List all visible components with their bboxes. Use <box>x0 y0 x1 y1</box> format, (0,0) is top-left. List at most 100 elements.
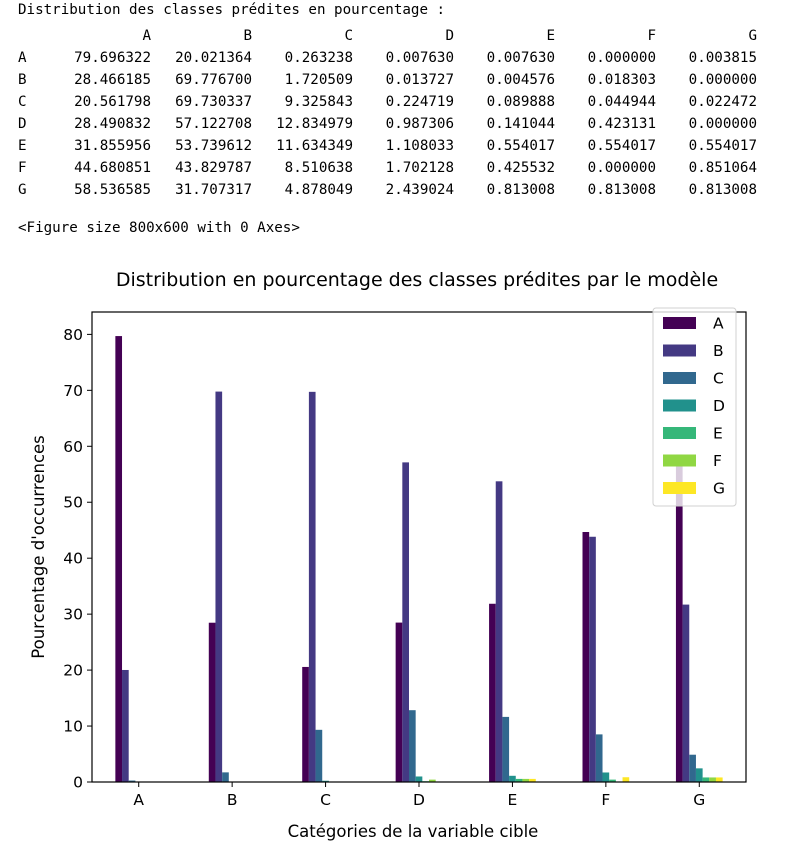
bar <box>415 776 423 782</box>
column-header: D <box>445 28 454 44</box>
table-cell: 57.122708 <box>175 116 252 132</box>
bar <box>515 778 523 782</box>
table-row: C 20.561798 69.730337 9.325843 0.224719 0.089… <box>10 91 757 113</box>
table-row: A 79.696322 20.021364 0.263238 0.007630 0.007… <box>10 47 757 69</box>
y-axis: 0 10 20 30 40 50 60 70 80 <box>63 326 92 792</box>
table-row: G 58.536585 31.707317 4.878049 2.439024 0.813… <box>10 179 757 201</box>
bar <box>582 532 590 782</box>
table-cell: 0.554017 <box>587 138 656 154</box>
table-cell: 0.813008 <box>587 182 656 198</box>
x-tick-label: A <box>133 791 144 809</box>
column-header: A <box>142 28 151 44</box>
figure-size-line: <Figure size 800x600 with 0 Axes> <box>18 220 300 236</box>
table-row: E 31.855956 53.739612 11.634349 1.108033 0.55… <box>10 135 757 157</box>
bar <box>502 716 510 782</box>
legend-label: G <box>713 480 725 498</box>
y-tick-label: 80 <box>63 326 83 344</box>
table-cell: 0.089888 <box>486 94 555 110</box>
bar <box>529 778 536 782</box>
table-cell: 11.634349 <box>276 138 353 154</box>
bar <box>115 336 123 782</box>
column-header: B <box>243 28 252 44</box>
table-cell: 0.007630 <box>486 50 555 66</box>
table-cell: 0.554017 <box>486 138 555 154</box>
table-cell: 0.263238 <box>284 50 353 66</box>
table-body: A 79.696322 20.021364 0.263238 0.007630 0.007… <box>10 47 757 201</box>
table-cell: 0.987306 <box>385 116 454 132</box>
x-tick-label: E <box>508 791 518 809</box>
bar <box>322 780 329 782</box>
y-tick-label: 50 <box>63 494 83 512</box>
table-cell: 28.490832 <box>74 116 151 132</box>
legend-swatch <box>663 344 696 357</box>
bar <box>128 780 136 782</box>
legend-label: E <box>713 425 723 443</box>
table-cell: 0.044944 <box>587 94 656 110</box>
bar <box>522 778 530 782</box>
distribution-table: A B C D E F G A 79.696322 20.021364 0.26323… <box>10 25 757 201</box>
table-row: F 44.680851 43.829787 8.510638 1.702128 0.425… <box>10 157 757 179</box>
table-cell: 0.224719 <box>385 94 454 110</box>
row-index: G <box>18 182 27 198</box>
x-axis-label: Catégories de la variable cible <box>288 822 539 841</box>
table-cell: 0.004576 <box>486 72 555 88</box>
table-cell: 0.013727 <box>385 72 454 88</box>
bar <box>709 777 716 782</box>
row-index: A <box>18 50 27 66</box>
y-tick-label: 30 <box>63 606 83 624</box>
table-cell: 0.851064 <box>688 160 757 176</box>
table-cell: 1.702128 <box>385 160 454 176</box>
bar <box>302 666 309 782</box>
table-cell: 0.018303 <box>587 72 656 88</box>
bar <box>509 775 516 782</box>
table-cell: 69.730337 <box>175 94 252 110</box>
legend-label: B <box>713 342 724 360</box>
column-header: G <box>748 28 757 44</box>
legend-label: D <box>713 397 725 415</box>
bar <box>495 481 503 782</box>
bar <box>602 772 610 782</box>
table-cell: 0.000000 <box>587 50 656 66</box>
bar <box>702 777 710 782</box>
table-cell: 9.325843 <box>284 94 353 110</box>
bar <box>622 777 630 782</box>
legend-label: A <box>713 315 724 333</box>
table-cell: 2.439024 <box>385 182 454 198</box>
table-cell: 79.696322 <box>74 50 151 66</box>
table-cell: 31.707317 <box>175 182 252 198</box>
bar <box>408 710 416 782</box>
bar <box>589 536 596 782</box>
table-cell: 0.022472 <box>688 94 757 110</box>
table-cell: 20.561798 <box>74 94 151 110</box>
y-tick-label: 20 <box>63 662 83 680</box>
table-cell: 28.466185 <box>74 72 151 88</box>
table-cell: 0.813008 <box>688 182 757 198</box>
x-tick-label: G <box>693 791 705 809</box>
x-tick-label: C <box>320 791 331 809</box>
table-cell: 20.021364 <box>175 50 252 66</box>
legend-swatch <box>663 317 696 329</box>
table-cell: 0.000000 <box>587 160 656 176</box>
output-heading: Distribution des classes prédites en pou… <box>18 2 446 18</box>
row-index: B <box>18 72 27 88</box>
legend-swatch <box>663 427 696 439</box>
bar <box>689 754 696 782</box>
table-cell: 44.680851 <box>74 160 151 176</box>
bar <box>715 777 723 782</box>
bar <box>402 462 409 782</box>
bar <box>122 669 129 782</box>
notebook-output: Distribution des classes prédites en pou… <box>0 0 792 250</box>
chart-title: Distribution en pourcentage des classes … <box>116 269 718 291</box>
table-cell: 12.834979 <box>276 116 353 132</box>
plot-frame <box>91 311 747 783</box>
y-tick-label: 10 <box>63 718 83 736</box>
column-header: E <box>546 28 555 44</box>
table-row: D 28.490832 57.122708 12.834979 0.987306 0.14… <box>10 113 757 135</box>
legend-swatch <box>663 372 696 384</box>
y-tick-label: 40 <box>63 550 83 568</box>
table-header-row: A B C D E F G <box>10 25 757 47</box>
table-cell: 4.878049 <box>284 182 353 198</box>
x-axis: A B C D E F G <box>133 782 705 809</box>
bar <box>489 603 496 782</box>
y-tick-label: 60 <box>63 438 83 456</box>
